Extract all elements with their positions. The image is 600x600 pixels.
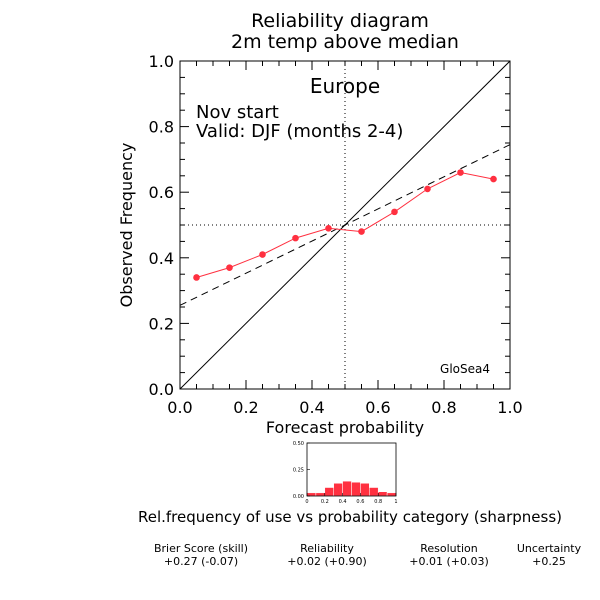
- sharpness-bar: [315, 492, 326, 497]
- sharpness-histogram: 0 0.2 0.4 0.6 0.8 1 0.00 0.25 0.50: [293, 441, 398, 505]
- sharpness-bar: [351, 481, 361, 497]
- sharpness-y-tick-label: 0.50: [293, 441, 304, 447]
- chart-title: Reliability diagram: [251, 10, 429, 32]
- reliability-point: [226, 264, 233, 271]
- model-label: GloSea4: [440, 362, 490, 376]
- uncertainty-score-value: +0.25: [532, 555, 566, 568]
- chart-subtitle: 2m temp above median: [231, 31, 459, 53]
- sharpness-x-tick-label: 0: [305, 499, 308, 505]
- y-tick-label: 0.0: [149, 380, 174, 399]
- reliability-point: [193, 274, 200, 281]
- reliability-score-label: Reliability: [300, 542, 354, 555]
- brier-score-value: +0.27 (-0.07): [164, 555, 238, 568]
- x-tick-label: 0.0: [167, 398, 192, 417]
- x-axis-label: Forecast probability: [266, 418, 424, 437]
- reliability-plot-area: 0.0 0.2 0.4 0.6 0.8 1.0 0.0 0.2 0.4 0.6 0.8 1.0: [149, 52, 523, 417]
- sharpness-bar: [369, 487, 379, 497]
- x-tick-label: 0.4: [299, 398, 324, 417]
- y-tick-label: 0.2: [149, 314, 174, 333]
- reliability-score-value: +0.02 (+0.90): [287, 555, 367, 568]
- sharpness-bar: [306, 492, 317, 497]
- reliability-point: [358, 228, 365, 235]
- y-tick-label: 0.8: [149, 118, 174, 137]
- sharpness-y-tick-label: 0.25: [293, 468, 304, 474]
- sharpness-y-tick-label: 0.00: [293, 494, 304, 500]
- x-tick-label: 0.8: [431, 398, 456, 417]
- reliability-point: [325, 224, 332, 232]
- sharpness-bar: [333, 483, 343, 497]
- sharpness-x-tick-label: 1: [394, 499, 397, 505]
- reliability-series-line: [196, 171, 494, 278]
- resolution-score-label: Resolution: [420, 542, 478, 555]
- y-tick-label: 0.4: [149, 249, 174, 268]
- sharpness-bar: [377, 491, 388, 497]
- sharpness-bar: [342, 480, 352, 497]
- y-tick-label: 0.6: [149, 183, 174, 202]
- sharpness-bar: [386, 492, 397, 497]
- region-label: Europe: [310, 74, 380, 98]
- resolution-score-value: +0.01 (+0.03): [409, 555, 489, 568]
- y-tick-label: 1.0: [149, 52, 174, 71]
- x-tick-label: 0.2: [233, 398, 258, 417]
- brier-score-label: Brier Score (skill): [154, 542, 248, 555]
- regression-line: [179, 144, 511, 306]
- reliability-point: [391, 208, 398, 216]
- x-tick-label: 0.6: [365, 398, 390, 417]
- reliability-point: [424, 185, 431, 193]
- valid-annotation: Valid: DJF (months 2-4): [196, 121, 403, 142]
- sharpness-x-tick-label: 0.2: [321, 499, 329, 505]
- reliability-point: [292, 234, 299, 242]
- sharpness-x-tick-label: 0.4: [339, 499, 347, 505]
- sharpness-bar: [360, 483, 370, 497]
- reliability-point: [457, 169, 464, 176]
- sharpness-x-tick-label: 0.6: [356, 499, 364, 505]
- uncertainty-score-label: Uncertainty: [517, 542, 582, 555]
- start-annotation: Nov start: [196, 102, 279, 123]
- sharpness-caption: Rel.frequency of use vs probability cate…: [138, 508, 562, 526]
- reliability-point: [259, 251, 266, 258]
- sharpness-x-tick-label: 0.8: [374, 499, 382, 505]
- reliability-point: [490, 175, 497, 183]
- x-tick-label: 1.0: [497, 398, 522, 417]
- y-axis-label: Observed Frequency: [117, 143, 136, 308]
- sharpness-bar: [324, 487, 334, 497]
